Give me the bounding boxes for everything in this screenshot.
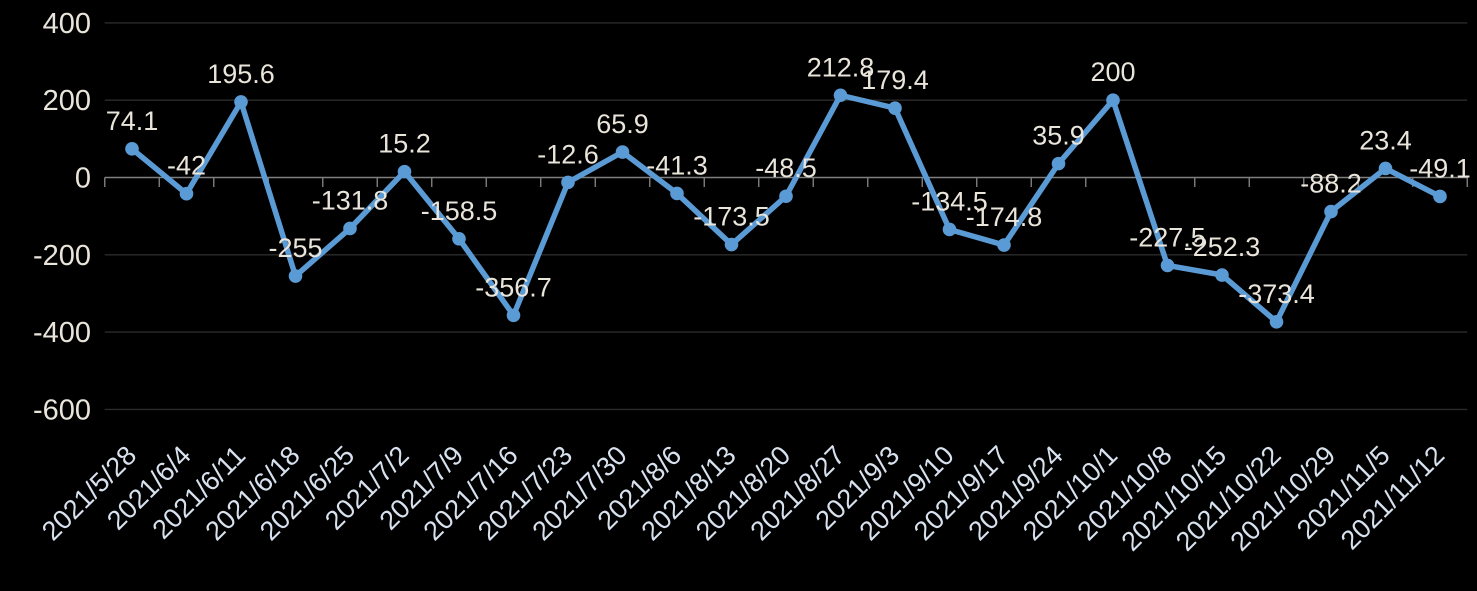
data-point-label: -255 <box>268 233 322 263</box>
data-point <box>506 308 521 323</box>
data-point <box>343 221 357 236</box>
data-point <box>179 186 194 201</box>
data-point <box>397 164 412 179</box>
y-axis-tick-label: -600 <box>33 394 91 426</box>
data-point <box>125 142 139 156</box>
data-point <box>888 101 902 115</box>
data-point-label: 65.9 <box>596 109 649 139</box>
data-point-label: -173.5 <box>693 202 770 232</box>
data-point-label: 200 <box>1090 57 1135 87</box>
data-point <box>779 189 793 204</box>
data-point-label: -373.4 <box>1238 279 1315 309</box>
data-point-label: -134.5 <box>911 186 988 216</box>
data-point-label: 23.4 <box>1359 125 1412 155</box>
data-point <box>452 231 466 246</box>
data-point <box>1160 258 1175 273</box>
y-axis-tick-label: 400 <box>43 8 91 40</box>
data-point <box>288 269 303 283</box>
data-point <box>833 88 848 103</box>
data-point-label: -252.3 <box>1184 232 1261 262</box>
data-point <box>1215 268 1229 282</box>
data-point <box>561 175 575 190</box>
y-axis-tick-label: -200 <box>33 240 91 272</box>
data-point-label: -41.3 <box>646 150 708 180</box>
data-point-label: 74.1 <box>106 106 159 136</box>
data-point <box>1106 93 1120 107</box>
y-axis-tick-label: 0 <box>75 163 91 195</box>
data-point-label: 35.9 <box>1032 121 1085 151</box>
y-axis-tick-label: 200 <box>43 85 91 117</box>
data-point <box>1378 161 1393 176</box>
data-point-label: 179.4 <box>861 65 929 95</box>
data-point <box>1269 315 1284 329</box>
data-point-label: -174.8 <box>966 202 1043 232</box>
data-point <box>724 237 739 252</box>
data-point <box>615 145 630 159</box>
data-point-label: 212.8 <box>807 52 875 82</box>
data-point <box>1051 156 1066 171</box>
data-point-label: 15.2 <box>378 129 431 159</box>
y-axis-tick-label: -400 <box>33 317 91 349</box>
data-point-label: -227.5 <box>1129 222 1206 252</box>
data-point-label: -12.6 <box>537 139 599 169</box>
data-point-label: -88.2 <box>1300 169 1362 199</box>
data-point <box>942 222 957 237</box>
data-point <box>997 238 1011 252</box>
data-point-label: -131.8 <box>312 185 389 215</box>
data-point <box>670 186 684 201</box>
data-point-label: -49.1 <box>1409 153 1471 183</box>
data-point-label: 195.6 <box>207 59 275 89</box>
data-point-label: -42 <box>167 151 206 181</box>
data-point-label: -48.5 <box>755 153 817 183</box>
data-point <box>234 95 248 109</box>
data-point <box>1433 189 1447 204</box>
data-point-label: -356.7 <box>475 272 552 302</box>
data-point-label: -158.5 <box>421 196 498 226</box>
data-point <box>1324 204 1338 219</box>
